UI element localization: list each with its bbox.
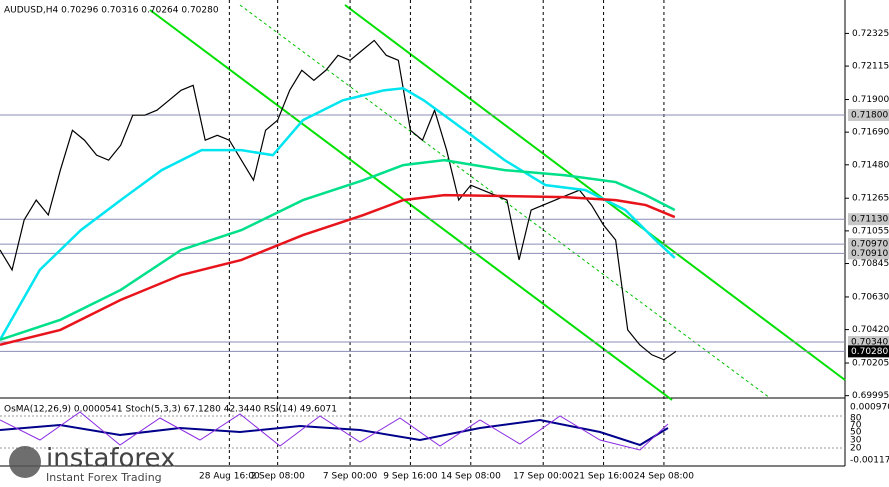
level-label: 0.71800 [851, 111, 888, 121]
indicator-caption: OsMA(12,26,9) 0.0000541 Stoch(5,3,3) 67.… [4, 405, 337, 415]
x-tick-label: 7 Sep 00:00 [323, 472, 378, 482]
y-tick-label: 0.71480 [852, 160, 889, 170]
x-tick-label: 17 Sep 00:00 [513, 472, 573, 482]
moving-average [0, 193, 676, 347]
x-tick-label: 24 Sep 08:00 [634, 472, 694, 482]
level-box [848, 336, 889, 349]
moving-average [0, 158, 676, 342]
indicator-level-label: 80 [850, 414, 862, 424]
y-tick-label: 0.72115 [852, 62, 889, 72]
y-tick-label: 0.71900 [852, 95, 889, 105]
chart-title: AUDUSD,H4 0.70296 0.70316 0.70264 0.7028… [4, 6, 219, 16]
rsi-line [0, 418, 669, 447]
y-tick-label: 0.71055 [852, 226, 889, 236]
channel-mid [239, 4, 771, 399]
y-tick-label: 0.70630 [852, 292, 889, 302]
x-tick-label: 21 Sep 16:00 [574, 472, 634, 482]
stoch-line [0, 411, 669, 451]
level-label: 0.71130 [851, 215, 888, 225]
y-tick-label: 0.70420 [852, 325, 889, 335]
channel-upper [344, 4, 846, 381]
level-label: 0.70280 [851, 347, 888, 357]
indicator-level-label: 50 [850, 428, 862, 438]
level-box [848, 238, 889, 251]
x-tick-label: 14 Sep 08:00 [441, 472, 501, 482]
y-tick-label: 0.71265 [852, 194, 889, 204]
indicator-level-label: 30 [850, 436, 862, 446]
logo-tagline: Instant Forex Trading [46, 471, 162, 484]
y-tick-label: 0.69995 [852, 391, 889, 401]
x-tick-label: 2 Sep 08:00 [250, 472, 305, 482]
indicator-top: 0.000970 [850, 403, 889, 413]
indicator-level-label: 20 [850, 444, 862, 454]
x-tick-label: 9 Sep 16:00 [383, 472, 438, 482]
level-box [848, 345, 889, 358]
level-box [848, 109, 889, 122]
indicator-panel: OsMA(12,26,9) 0.0000541 Stoch(5,3,3) 67.… [0, 403, 889, 466]
channel-lower [149, 9, 673, 401]
level-label: 0.70970 [851, 240, 888, 250]
watermark: instaforex Instant Forex Trading [9, 444, 175, 484]
y-tick-label: 0.72325 [852, 29, 889, 39]
level-label: 0.70910 [851, 249, 888, 259]
logo-icon [9, 446, 41, 478]
level-label: 0.70340 [851, 338, 888, 348]
indicator-bottom: -0.001176 [850, 456, 889, 466]
y-tick-label: 0.70845 [852, 259, 889, 269]
y-tick-label: 0.71690 [852, 128, 889, 138]
indicator-level-label: 70 [850, 421, 862, 431]
y-tick-label: 0.70205 [852, 359, 889, 369]
level-box [848, 213, 889, 226]
moving-average [0, 87, 676, 341]
logo-brand: instaforex [46, 444, 175, 474]
x-tick-label: 28 Aug 16:00 [199, 472, 260, 482]
level-box [848, 247, 889, 260]
